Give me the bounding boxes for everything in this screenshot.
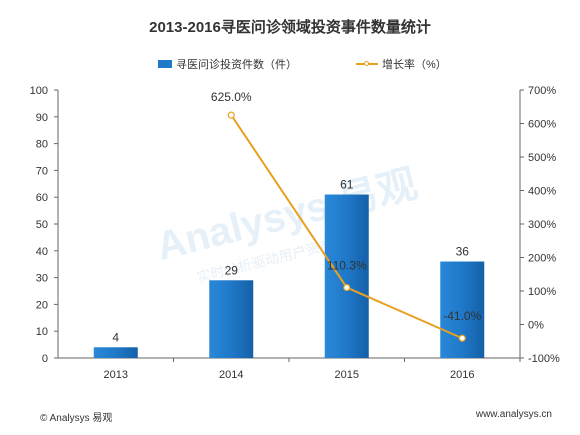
legend-bar-label: 寻医问诊投资件数（件） bbox=[176, 59, 297, 71]
bar-value-label: 4 bbox=[112, 330, 119, 344]
bar bbox=[324, 194, 369, 358]
y-tick-label-left: 20 bbox=[36, 299, 48, 311]
footer-url: www.analysys.cn bbox=[475, 409, 552, 420]
y-tick-label-right: 200% bbox=[528, 253, 556, 265]
x-tick-label: 2015 bbox=[335, 369, 359, 381]
y-tick-label-left: 30 bbox=[36, 273, 48, 285]
bar-value-label: 61 bbox=[340, 178, 354, 192]
growth-point bbox=[343, 283, 351, 292]
y-tick-label-left: 80 bbox=[36, 139, 48, 151]
legend-line-swatch bbox=[356, 59, 378, 69]
x-tick-label: 2013 bbox=[104, 369, 128, 381]
bar bbox=[440, 261, 485, 358]
y-tick-label-left: 10 bbox=[36, 326, 48, 338]
y-tick-label-left: 40 bbox=[36, 246, 48, 258]
y-tick-label-right: 600% bbox=[528, 119, 556, 131]
bar-value-label: 36 bbox=[456, 245, 470, 259]
y-tick-label-left: 0 bbox=[42, 353, 48, 365]
y-tick-label-left: 90 bbox=[36, 112, 48, 124]
legend-line-label: 增长率（%） bbox=[382, 59, 447, 71]
growth-value-label: -41.0% bbox=[443, 309, 481, 323]
bar bbox=[93, 347, 138, 358]
y-tick-label-left: 60 bbox=[36, 192, 48, 204]
legend-item-bar: 寻医问诊投资件数（件） bbox=[158, 56, 297, 72]
y-tick-label-right: 500% bbox=[528, 152, 556, 164]
y-tick-label-right: 0% bbox=[528, 320, 544, 332]
y-tick-label-left: 70 bbox=[36, 165, 48, 177]
x-tick-label: 2016 bbox=[450, 369, 474, 381]
x-tick-label: 2014 bbox=[219, 369, 243, 381]
growth-point bbox=[458, 334, 466, 342]
bar bbox=[209, 280, 254, 358]
y-tick-label-left: 100 bbox=[30, 85, 48, 97]
bar-value-label: 29 bbox=[225, 263, 239, 277]
y-tick-label-right: 700% bbox=[528, 85, 556, 97]
growth-point bbox=[227, 111, 235, 119]
chart-title: 2013-2016寻医问诊领域投资事件数量统计 bbox=[149, 19, 431, 36]
growth-value-label: 110.3% bbox=[327, 259, 367, 273]
footer-brand: © Analysys 易观 bbox=[40, 413, 113, 424]
y-tick-label-right: 100% bbox=[528, 286, 556, 298]
y-tick-label-left: 50 bbox=[36, 219, 48, 231]
y-tick-label-right: 300% bbox=[528, 219, 556, 231]
growth-value-label: 625.0% bbox=[211, 90, 252, 104]
y-tick-label-right: -100% bbox=[528, 353, 560, 365]
legend-item-line: 增长率（%） bbox=[356, 56, 447, 72]
legend-bar-swatch bbox=[158, 60, 172, 68]
y-tick-label-right: 400% bbox=[528, 186, 556, 198]
